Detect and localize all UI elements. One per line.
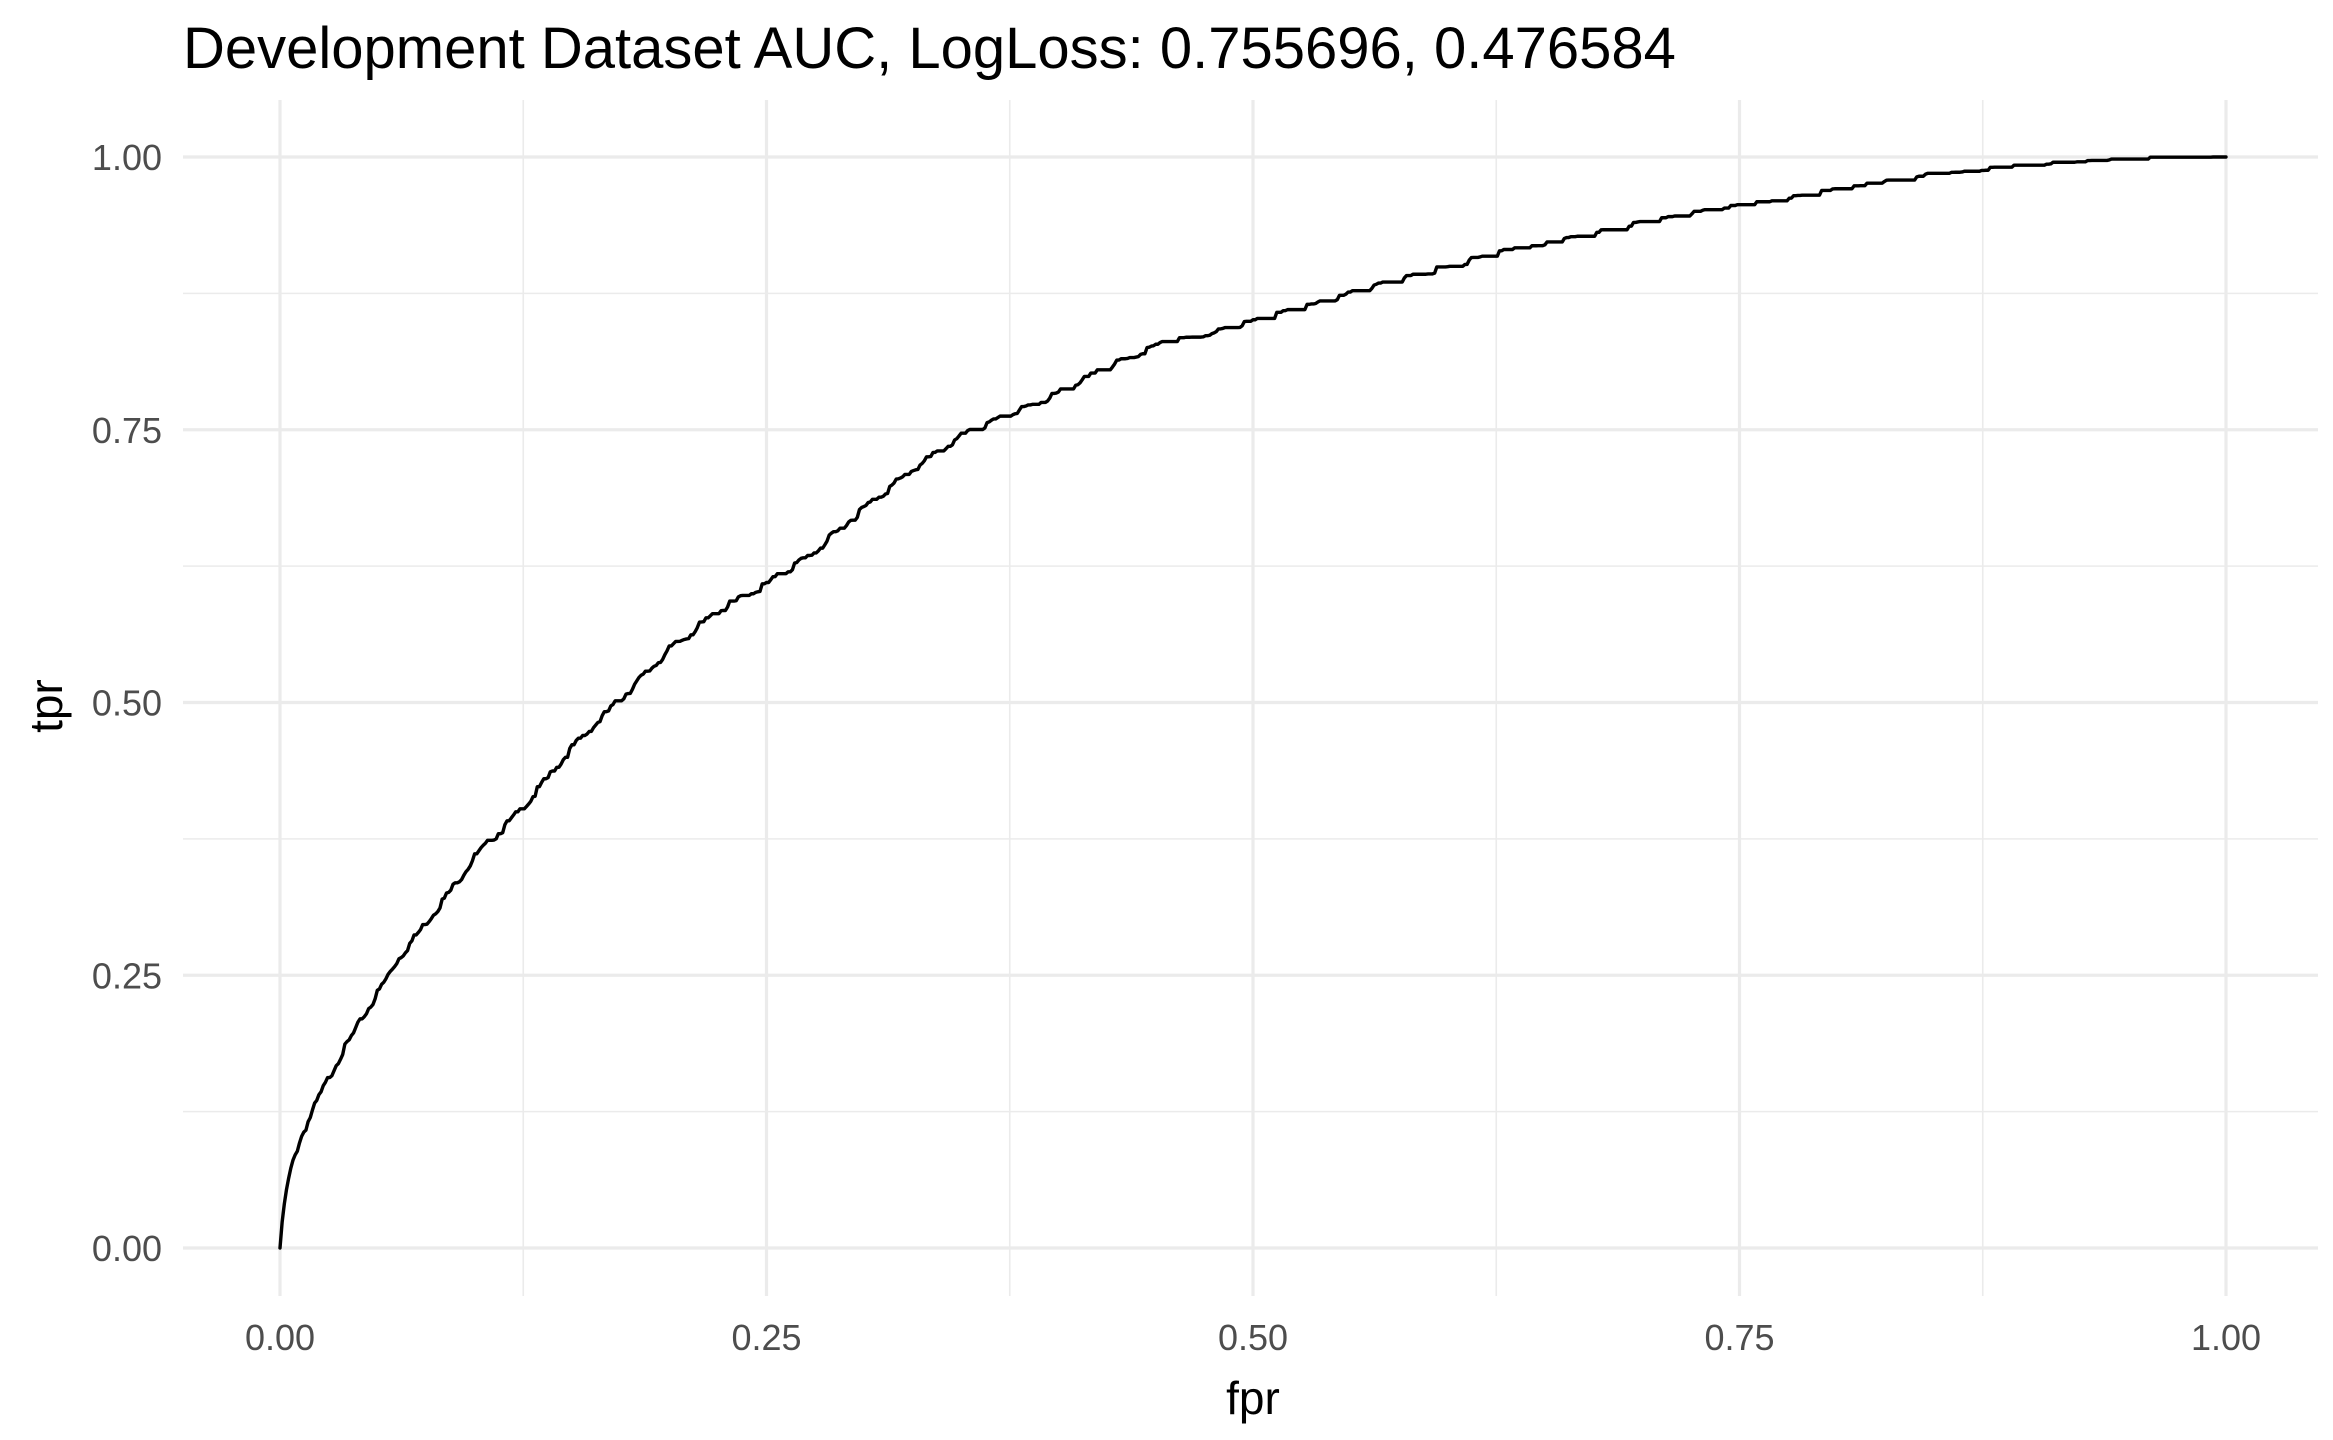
- y-tick-label: 0.50: [92, 683, 162, 724]
- x-tick-label: 0.00: [245, 1317, 315, 1358]
- minor-gridlines: [183, 100, 2318, 1296]
- y-tick-label: 0.25: [92, 955, 162, 996]
- y-tick-label: 0.00: [92, 1228, 162, 1269]
- chart-title: Development Dataset AUC, LogLoss: 0.7556…: [183, 16, 1676, 81]
- major-gridlines: [183, 100, 2318, 1296]
- x-tick-label: 0.50: [1218, 1317, 1288, 1358]
- y-axis-ticks: 0.00 0.25 0.50 0.75 1.00: [92, 137, 162, 1269]
- x-tick-label: 1.00: [2191, 1317, 2261, 1358]
- y-tick-label: 0.75: [92, 410, 162, 451]
- x-tick-label: 0.25: [731, 1317, 801, 1358]
- y-axis-label: tpr: [20, 679, 72, 733]
- x-axis-ticks: 0.00 0.25 0.50 0.75 1.00: [245, 1317, 2261, 1358]
- x-tick-label: 0.75: [1704, 1317, 1774, 1358]
- x-axis-label: fpr: [1226, 1372, 1280, 1424]
- roc-curve-line: [278, 155, 2228, 1250]
- y-tick-label: 1.00: [92, 137, 162, 178]
